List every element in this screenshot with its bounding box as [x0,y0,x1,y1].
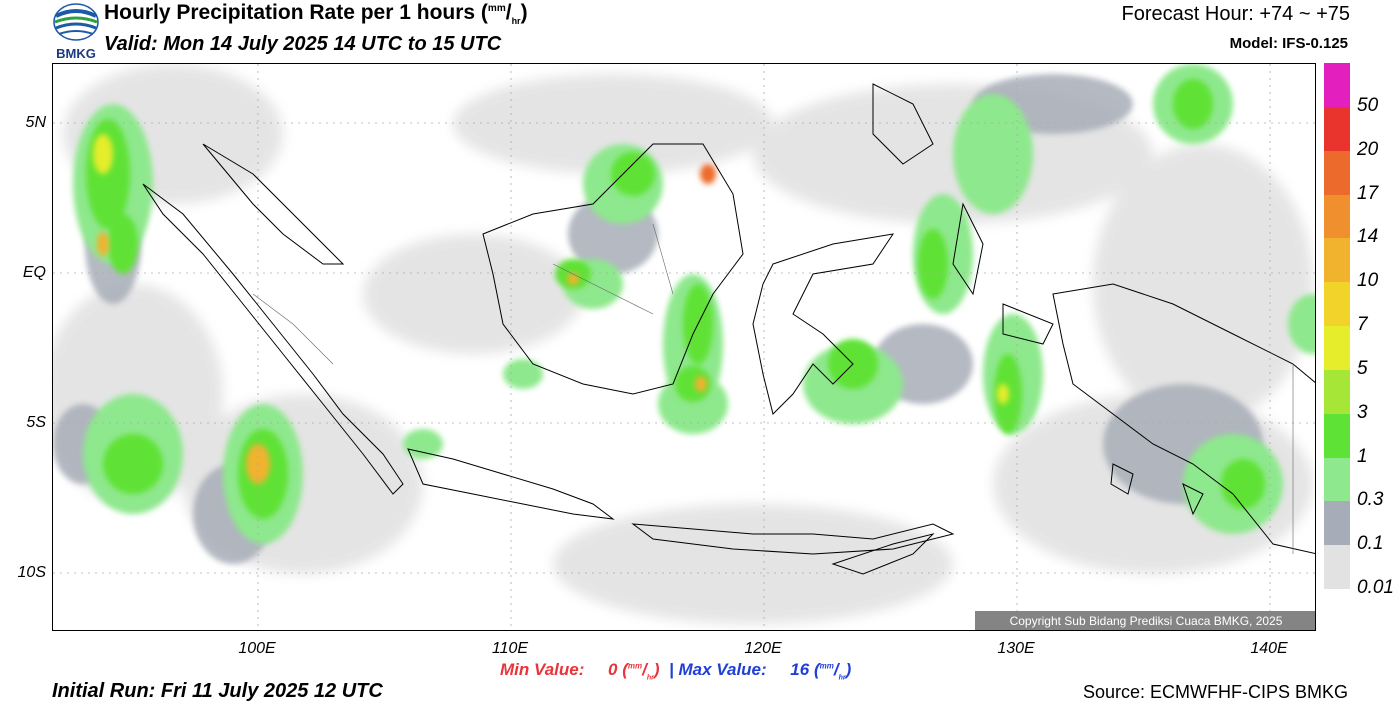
precipitation-map: Copyright Sub Bidang Prediksi Cuaca BMKG… [52,63,1316,631]
colorbar-label: 20 [1357,138,1379,160]
data-source: Source: ECMWFHF-CIPS BMKG [1082,682,1348,702]
colorbar-label: 50 [1357,94,1379,116]
colorbar-label: 3 [1357,401,1368,423]
logo-text: BMKG [56,46,96,60]
lon-label-110e: 110E [491,640,529,657]
lon-label-140e: 140E [1250,640,1288,657]
lat-label-eq: EQ [22,264,46,281]
colorbar-swatch [1324,457,1350,502]
lon-label-130e: 130E [997,640,1035,657]
colorbar-swatch [1324,194,1350,239]
max-label: Max Value: [678,660,767,679]
colorbar-label: 0.1 [1357,533,1384,555]
lon-label-100e: 100E [238,640,276,657]
model-name: Model: IFS-0.125 [1229,35,1348,52]
colorbar-label: 5 [1357,357,1368,379]
max-value: 16 [790,660,810,679]
initial-run: Initial Run: Fri 11 July 2025 12 UTC [52,680,383,702]
colorbar-label: 14 [1357,226,1379,248]
colorbar-label: 1 [1357,445,1368,467]
colorbar-label: 0.01 [1357,577,1394,598]
valid-time: Valid: Mon 14 July 2025 14 UTC to 15 UTC [104,33,502,55]
lat-label-5n: 5N [25,114,46,131]
map-canvas [53,64,1315,630]
lat-label-10s: 10S [17,564,46,581]
colorbar-swatch [1324,545,1350,590]
min-max-values: Min Value: 0 (mm/hr) | Max Value: 16 (mm… [500,660,852,682]
colorbar-swatch [1324,282,1350,327]
colorbar-swatch [1324,238,1350,283]
min-label: Min Value: [500,660,585,679]
colorbar-swatch [1324,501,1350,546]
colorbar-label: 0.3 [1357,489,1384,511]
legend-colorbar [1324,63,1350,590]
min-value: 0 [608,660,618,679]
coastlines [142,83,1315,575]
lat-label-5s: 5S [26,414,46,431]
colorbar-swatch [1324,369,1350,415]
copyright-notice: Copyright Sub Bidang Prediksi Cuaca BMKG… [975,611,1315,630]
lon-label-120e: 120E [744,640,782,657]
colorbar-label: 17 [1357,182,1379,204]
colorbar-swatch [1324,63,1350,108]
separator: | [668,660,674,679]
colorbar-label: 7 [1357,314,1368,335]
colorbar-swatch [1324,150,1350,195]
bmkg-logo: BMKG [52,2,100,61]
colorbar-label: 10 [1357,270,1379,292]
colorbar-swatch [1324,413,1350,458]
colorbar-swatch [1324,106,1350,152]
colorbar-swatch [1324,326,1350,371]
map-title: Hourly Precipitation Rate per 1 hours (m… [104,1,528,27]
forecast-hour: Forecast Hour: +74 ~ +75 [1121,3,1350,25]
